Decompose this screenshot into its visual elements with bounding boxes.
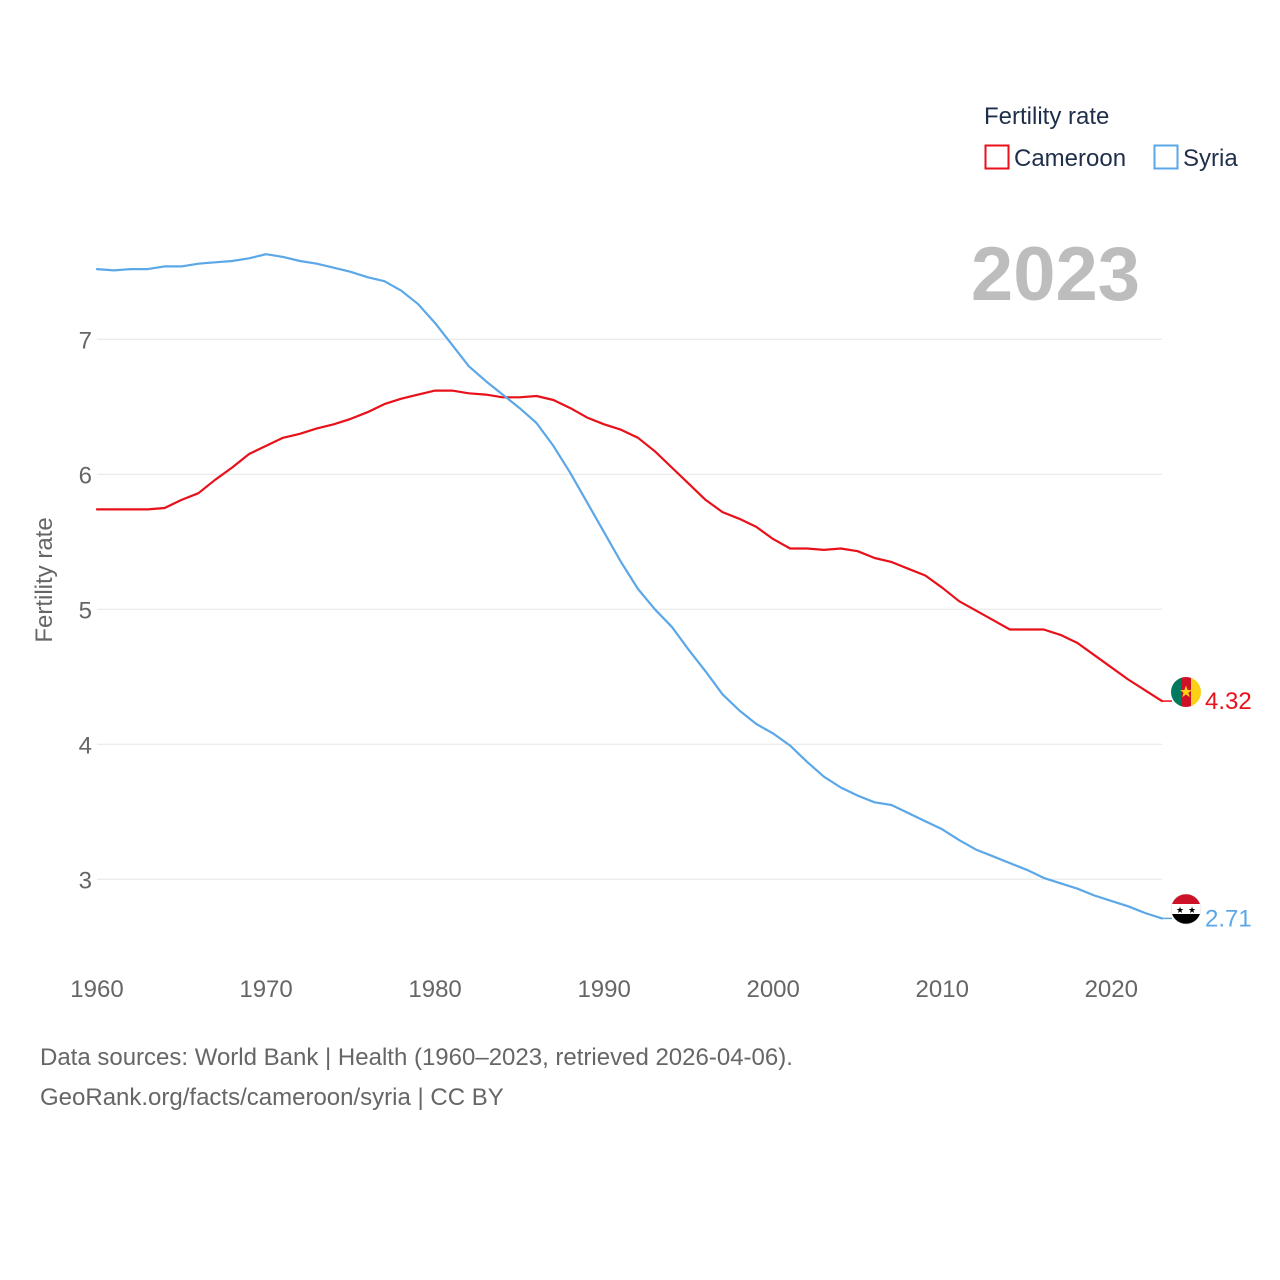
y-axis-ticks: 3 4 5 6 7 — [79, 327, 92, 894]
legend-item-syria[interactable]: Syria — [1153, 144, 1239, 172]
y-axis-label: Fertility rate — [31, 517, 58, 642]
cameroon-flag-icon — [1171, 677, 1201, 707]
series-lines — [95, 253, 1172, 920]
series-line-cameroon[interactable] — [95, 389, 1164, 703]
x-axis-ticks: 1960 1970 1980 1990 2000 2010 2020 — [70, 976, 1138, 1003]
legend-title: Fertility rate — [984, 103, 1109, 130]
legend-item-cameroon[interactable]: Cameroon — [984, 144, 1127, 172]
x-tick-label: 2020 — [1085, 976, 1138, 1003]
legend: Fertility rate Cameroon Syria — [984, 103, 1238, 172]
x-tick-label: 1960 — [70, 976, 123, 1003]
series-line-syria[interactable] — [95, 253, 1164, 920]
gridlines — [97, 338, 1162, 880]
year-watermark: 2023 — [971, 232, 1140, 317]
x-tick-label: 2000 — [746, 976, 799, 1003]
legend-label-cameroon: Cameroon — [1014, 145, 1126, 172]
y-tick-label: 4 — [79, 732, 92, 759]
end-value-labels: 4.32 2.71 — [1205, 688, 1252, 932]
x-tick-label: 2010 — [916, 976, 969, 1003]
svg-text:★: ★ — [1188, 906, 1196, 916]
legend-swatch-cameroon — [984, 144, 1010, 170]
x-tick-label: 1990 — [577, 976, 630, 1003]
y-tick-label: 6 — [79, 462, 92, 489]
y-tick-label: 3 — [79, 867, 92, 894]
syria-flag-icon: ★ ★ — [1170, 893, 1202, 925]
y-tick-label: 7 — [79, 327, 92, 354]
end-value-label-syria: 2.71 — [1205, 905, 1252, 932]
svg-text:★: ★ — [1176, 906, 1184, 916]
end-value-label-cameroon: 4.32 — [1205, 688, 1252, 715]
y-tick-label: 5 — [79, 597, 92, 624]
legend-label-syria: Syria — [1183, 145, 1238, 172]
attribution-link[interactable]: GeoRank.org/facts/cameroon/syria | CC BY — [40, 1084, 504, 1111]
x-tick-label: 1970 — [239, 976, 292, 1003]
x-tick-label: 1980 — [408, 976, 461, 1003]
legend-swatch-syria — [1153, 144, 1179, 170]
data-source-note: Data sources: World Bank | Health (1960–… — [40, 1044, 793, 1071]
